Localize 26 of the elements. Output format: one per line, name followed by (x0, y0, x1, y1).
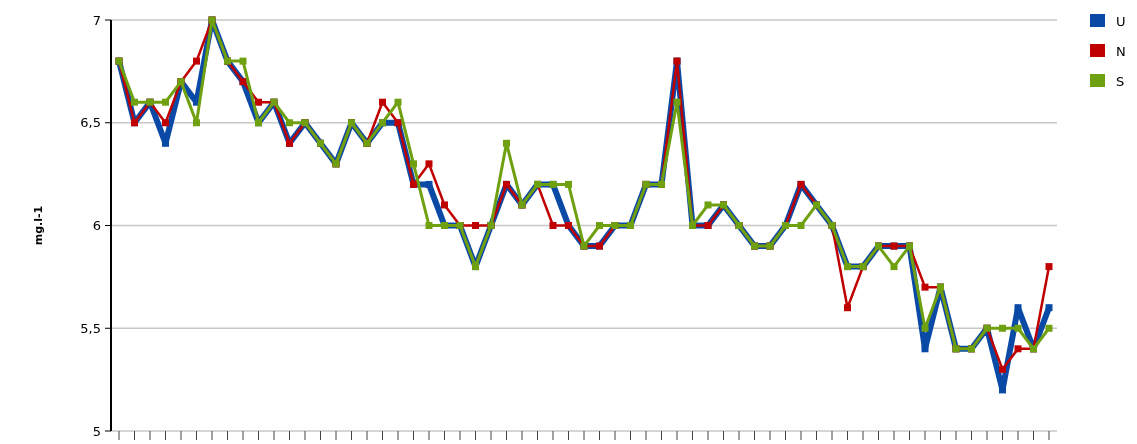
y-axis-title: mg.l-1 (32, 205, 45, 246)
point (441, 201, 448, 209)
point (425, 180, 433, 188)
point (844, 304, 851, 312)
legend-label: U (1116, 13, 1126, 29)
point (999, 365, 1006, 373)
point (549, 222, 557, 229)
y-tick-label: 5 (92, 423, 101, 439)
point (425, 160, 433, 168)
point (193, 57, 200, 65)
point (1014, 345, 1022, 353)
y-tick-label: 7 (92, 12, 101, 28)
legend-label: S (1116, 73, 1125, 89)
y-tick-label: 5,5 (80, 320, 101, 336)
point (1014, 304, 1022, 312)
point (379, 98, 386, 106)
y-tick-label: 6 (92, 218, 101, 234)
point (1045, 304, 1053, 312)
legend-label: N (1116, 43, 1126, 59)
point (921, 345, 929, 353)
y-tick-label: 6,5 (80, 115, 101, 131)
point (1045, 263, 1053, 271)
point (921, 283, 929, 291)
point (162, 119, 169, 127)
point (255, 98, 262, 106)
point (472, 222, 479, 229)
